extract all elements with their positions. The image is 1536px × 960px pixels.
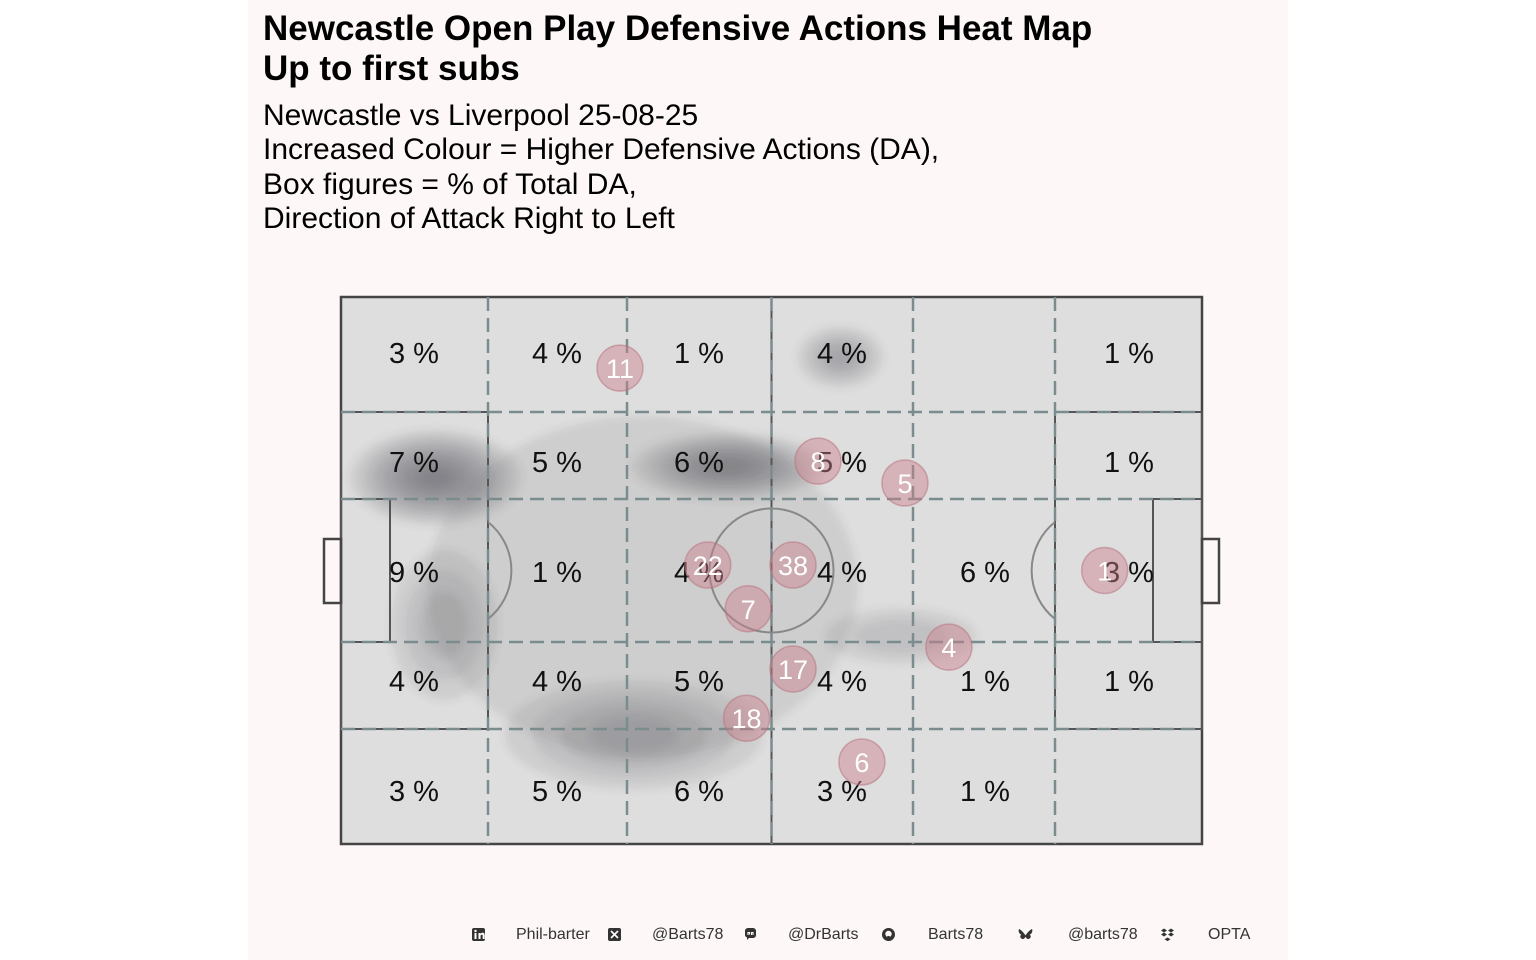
player-marker: 11: [596, 344, 644, 392]
zone-percent-label: 5 %: [817, 447, 867, 479]
dropbox-icon: [1161, 928, 1174, 942]
player-number: 8: [810, 447, 825, 477]
player-marker: 5: [881, 459, 929, 507]
player-dot: [722, 694, 771, 742]
density-contour: [419, 468, 452, 487]
zone-percent-label: 4 %: [817, 338, 867, 370]
player-marker: 22: [684, 541, 732, 589]
density-layer: [349, 326, 976, 790]
player-marker: 7: [724, 585, 773, 633]
subtitle-line-2: Increased Colour = Higher Defensive Acti…: [263, 133, 940, 166]
zone-percent-label: 4 %: [389, 666, 439, 698]
x-twitter-icon: [608, 928, 621, 941]
footer-dropbox-handle: OPTA: [1208, 926, 1251, 943]
chart-title: Newcastle Open Play Defensive Actions He…: [263, 9, 1093, 48]
zone-percent-label: 1 %: [960, 666, 1010, 698]
zone-percent-label: 6 %: [674, 776, 724, 808]
zone-percent-label: 3 %: [817, 776, 867, 808]
zone-percent-label: 4 %: [817, 666, 867, 698]
right-goal: [1200, 537, 1221, 605]
right-penalty-arc: [1030, 521, 1056, 620]
zone-percent-label: 5 %: [674, 666, 724, 698]
density-contour: [825, 346, 856, 368]
zone-percent-label: 1 %: [532, 557, 582, 589]
subtitle-line-1: Newcastle vs Liverpool 25-08-25: [263, 99, 699, 132]
density-blob: [797, 326, 884, 388]
player-dot: [684, 541, 732, 589]
player-dot: [1080, 546, 1129, 595]
player-number: 11: [606, 354, 634, 384]
zone-percent-label: 6 %: [960, 557, 1010, 589]
player-dot: [769, 645, 817, 693]
zone-percent-label: 4 %: [532, 666, 582, 698]
player-dot: [925, 623, 973, 671]
zone-percent-label: 4 %: [532, 338, 582, 370]
density-blob: [427, 415, 858, 758]
zone-percent-label: 1 %: [674, 338, 724, 370]
zone-percent-label: 1 %: [1104, 447, 1154, 479]
linkedin-icon: [472, 928, 485, 941]
zone-percent-label: 1 %: [1104, 338, 1154, 370]
player-dot: [769, 541, 817, 589]
zone-percent-label: 3 %: [389, 776, 439, 808]
player-number: 4: [941, 633, 956, 663]
zone-percent-label: 3 %: [1104, 557, 1154, 589]
player-dot: [838, 738, 886, 786]
chart-title-line2: Up to first subs: [263, 49, 520, 88]
player-dot: [724, 585, 773, 633]
player-number: 17: [778, 655, 808, 685]
footer-linkedin-handle: Phil-barter: [516, 926, 590, 943]
subtitle-line-4: Direction of Attack Right to Left: [263, 202, 675, 235]
player-markers: 11 8 5 22 38 7 1 4 17 18 6: [596, 344, 1129, 786]
subtitle-line-3: Box figures = % of Total DA,: [263, 168, 637, 201]
player-marker: 1: [1080, 546, 1129, 595]
zone-percent-label: 3 %: [389, 338, 439, 370]
footer-github-handle: Barts78: [928, 926, 984, 943]
player-number: 18: [732, 704, 762, 734]
player-marker: 38: [769, 541, 817, 589]
left-goal: [322, 537, 343, 605]
player-number: 7: [741, 595, 756, 625]
footer-mastodon-handle: @DrBarts: [788, 926, 859, 943]
zone-percent-label: 4 %: [674, 557, 724, 589]
zone-percent-label: 1 %: [1104, 666, 1154, 698]
zone-percent-label: 9 %: [389, 557, 439, 589]
player-number: 1: [1097, 557, 1112, 587]
zone-percent-labels: 3 % 4 % 1 % 4 % 1 % 7 % 5 % 6 % 5 % 1 % 9 % 1 % 4 % 4…: [389, 338, 1154, 808]
player-marker: 4: [925, 623, 973, 671]
player-marker: 6: [838, 738, 886, 786]
player-number: 5: [897, 469, 912, 499]
zone-percent-label: 5 %: [532, 776, 582, 808]
player-number: 6: [854, 748, 869, 778]
left-penalty-arc: [487, 521, 513, 620]
footer-x-twitter-handle: @Barts78: [652, 926, 724, 943]
player-dot: [881, 459, 929, 507]
player-dot: [596, 344, 644, 392]
bluesky-icon: [1018, 929, 1033, 940]
zone-percent-label: 4 %: [817, 557, 867, 589]
density-contour: [854, 619, 948, 653]
player-marker: 17: [769, 645, 817, 693]
zone-grid: [341, 297, 1202, 844]
density-contour: [427, 415, 858, 758]
mastodon-icon: [745, 928, 756, 940]
player-number: 38: [778, 551, 808, 581]
zone-percent-label: 6 %: [674, 447, 724, 479]
player-marker: 18: [722, 694, 771, 742]
player-marker: 8: [794, 437, 842, 485]
density-blob: [825, 608, 976, 664]
zone-percent-label: 1 %: [960, 776, 1010, 808]
footer-bluesky-handle: @barts78: [1068, 926, 1138, 943]
player-number: 22: [693, 551, 723, 581]
zone-percent-label: 5 %: [532, 447, 582, 479]
github-icon: [882, 928, 895, 941]
zone-percent-label: 7 %: [389, 447, 439, 479]
player-dot: [794, 437, 842, 485]
